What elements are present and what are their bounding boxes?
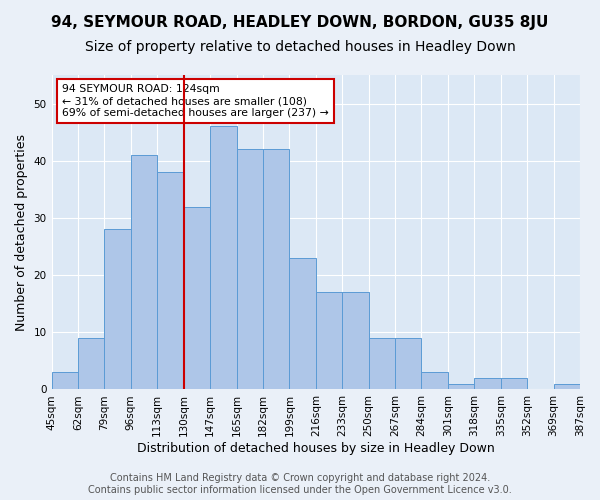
Bar <box>104 230 131 390</box>
Bar <box>52 372 78 390</box>
Bar <box>368 338 395 390</box>
Bar <box>342 292 368 390</box>
Text: 94, SEYMOUR ROAD, HEADLEY DOWN, BORDON, GU35 8JU: 94, SEYMOUR ROAD, HEADLEY DOWN, BORDON, … <box>52 15 548 30</box>
Text: Contains HM Land Registry data © Crown copyright and database right 2024.
Contai: Contains HM Land Registry data © Crown c… <box>88 474 512 495</box>
Bar <box>131 155 157 390</box>
Text: Size of property relative to detached houses in Headley Down: Size of property relative to detached ho… <box>85 40 515 54</box>
Bar <box>554 384 580 390</box>
Bar <box>316 292 342 390</box>
Text: 94 SEYMOUR ROAD: 124sqm
← 31% of detached houses are smaller (108)
69% of semi-d: 94 SEYMOUR ROAD: 124sqm ← 31% of detache… <box>62 84 329 117</box>
Bar <box>421 372 448 390</box>
Bar <box>157 172 184 390</box>
Bar <box>263 150 289 390</box>
Bar <box>289 258 316 390</box>
X-axis label: Distribution of detached houses by size in Headley Down: Distribution of detached houses by size … <box>137 442 494 455</box>
Bar <box>210 126 236 390</box>
Bar <box>475 378 501 390</box>
Bar <box>448 384 475 390</box>
Y-axis label: Number of detached properties: Number of detached properties <box>15 134 28 330</box>
Bar <box>501 378 527 390</box>
Bar <box>236 150 263 390</box>
Bar <box>395 338 421 390</box>
Bar <box>184 206 210 390</box>
Bar <box>78 338 104 390</box>
